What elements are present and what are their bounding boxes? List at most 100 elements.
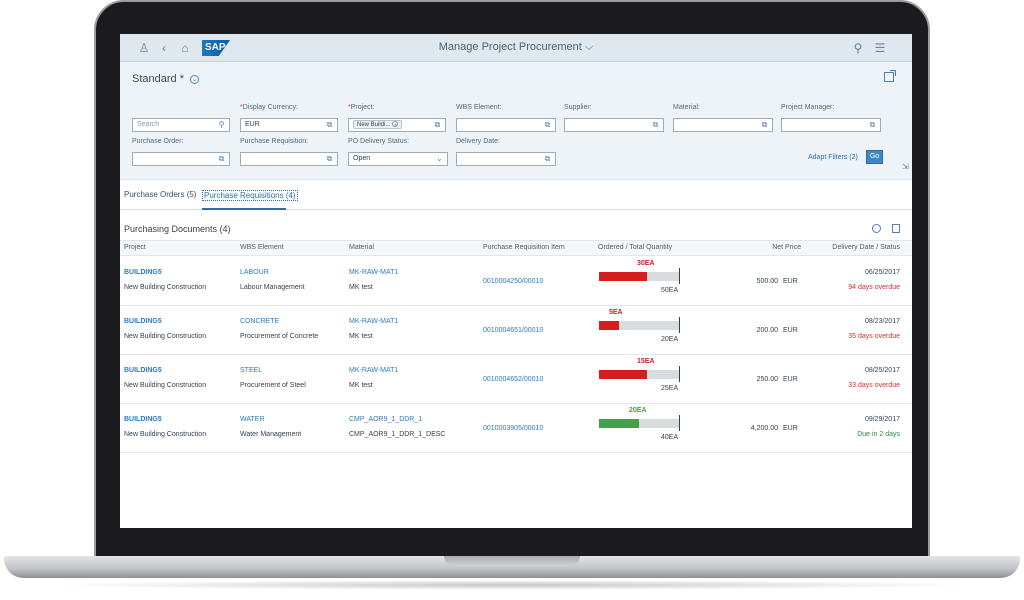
display-currency-field[interactable]: EUR ⧉ (240, 118, 338, 132)
ordered-quantity: 15EA (637, 358, 655, 365)
delivery-date: 08/25/2017 (864, 367, 900, 374)
currency: EUR (783, 327, 798, 334)
po-delivery-status-label: PO Delivery Status: (348, 138, 410, 145)
table-row[interactable]: BUILDING5 New Building Construction WATER W… (120, 404, 912, 453)
value-help-icon[interactable]: ⧉ (544, 154, 551, 163)
app-title[interactable]: Manage Project Procurement ⌵ (438, 41, 594, 53)
wbs-link[interactable]: WATER (240, 416, 265, 423)
remove-token-icon[interactable]: × (392, 121, 399, 127)
quantity-target-tick (679, 268, 680, 284)
home-icon[interactable]: ⌂ (181, 41, 189, 55)
column-wbs-element[interactable]: WBS Element (240, 244, 284, 251)
table-row[interactable]: BUILDING5 New Building Construction STEEL P… (120, 355, 912, 404)
settings-icon[interactable] (872, 224, 881, 233)
search-icon[interactable]: ⚲ (853, 41, 863, 55)
chevron-down-icon[interactable]: ⌄ (436, 154, 443, 163)
pin-icon[interactable]: ⇲ (902, 162, 909, 171)
value-help-icon[interactable]: ⧉ (869, 120, 876, 129)
project-token[interactable]: New Buildi... × (353, 120, 403, 129)
table-row[interactable]: BUILDING5 New Building Construction LABOUR… (120, 257, 912, 306)
value-help-icon[interactable]: ⧉ (652, 120, 659, 129)
currency: EUR (783, 278, 798, 285)
wbs-element-label: WBS Element: (456, 104, 502, 111)
column-project[interactable]: Project (124, 244, 146, 251)
delivery-status: 35 days overdue (848, 333, 900, 340)
variant-selector[interactable]: Standard * ⌄ (132, 73, 200, 85)
supplier-field[interactable]: ⧉ (564, 118, 664, 132)
total-quantity: 25EA (661, 385, 679, 392)
notifications-icon[interactable]: ☰ (874, 41, 886, 55)
filter-bar: Standard * ⌄ Search ⚲ *Display Currency:… (120, 62, 912, 180)
value-help-icon[interactable]: ⧉ (326, 154, 333, 163)
table-row[interactable]: BUILDING5 New Building Construction CONCRE… (120, 306, 912, 355)
project-link[interactable]: BUILDING5 (124, 269, 162, 276)
column-delivery-status[interactable]: Delivery Date / Status (832, 244, 900, 251)
pr-item-link[interactable]: 0010004651/00010 (483, 327, 544, 334)
laptop-notch (444, 556, 580, 566)
column-pr-item[interactable]: Purchase Requisition Item (483, 244, 565, 251)
purchase-order-label: Purchase Order: (132, 138, 184, 145)
tab-purchase-requisitions[interactable]: Purchase Requisitions (4) (202, 190, 298, 201)
selected-tab-indicator (202, 208, 286, 210)
back-icon[interactable]: ‹ (162, 41, 166, 55)
column-quantity[interactable]: Ordered / Total Quantity (598, 244, 673, 251)
pr-item-link[interactable]: 0010003905/00010 (483, 425, 544, 432)
search-input[interactable]: Search ⚲ (132, 118, 230, 132)
quantity-bar-track (599, 272, 679, 281)
wbs-link[interactable]: CONCRETE (240, 318, 280, 325)
quantity-target-tick (679, 415, 680, 431)
table-title: Purchasing Documents (4) (124, 224, 231, 234)
ordered-quantity: 20EA (629, 407, 647, 414)
value-help-icon[interactable]: ⧉ (218, 154, 225, 163)
laptop-base (4, 556, 1020, 578)
pr-item-link[interactable]: 0010004652/00010 (483, 376, 544, 383)
material-link[interactable]: MK-RAW-MAT1 (349, 269, 399, 276)
pr-item-link[interactable]: 0010004250/00010 (483, 278, 544, 285)
material-field[interactable]: ⧉ (673, 118, 773, 132)
export-icon[interactable] (892, 224, 900, 233)
wbs-link[interactable]: LABOUR (240, 269, 269, 276)
column-net-price[interactable]: Net Price (772, 244, 801, 251)
material-label: Material: (673, 104, 700, 111)
project-manager-field[interactable]: ⧉ (781, 118, 881, 132)
delivery-date: 06/25/2017 (864, 269, 900, 276)
project-field[interactable]: New Buildi... × ⧉ (348, 118, 446, 132)
user-icon[interactable]: ♙ (138, 41, 150, 55)
tab-purchase-orders[interactable]: Purchase Orders (5) (124, 190, 197, 199)
project-link[interactable]: BUILDING5 (124, 367, 162, 374)
adapt-filters-link[interactable]: Adapt Filters (2) (808, 154, 858, 161)
wbs-description: Procurement of Steel (240, 382, 306, 389)
tab-bar: Purchase Orders (5) Purchase Requisition… (120, 180, 912, 210)
po-delivery-status-select[interactable]: Open ⌄ (348, 152, 448, 166)
value-help-icon[interactable]: ⧉ (544, 120, 551, 129)
value-help-icon[interactable]: ⧉ (434, 120, 441, 129)
material-link[interactable]: CMP_AOR9_1_DDR_1 (349, 416, 423, 423)
value-help-icon[interactable]: ⧉ (761, 120, 768, 129)
search-icon[interactable]: ⚲ (218, 120, 225, 129)
delivery-date: 08/23/2017 (864, 318, 900, 325)
total-quantity: 50EA (661, 287, 679, 294)
column-material[interactable]: Material (349, 244, 374, 251)
display-currency-label: *Display Currency: (240, 104, 298, 111)
net-price: 250.00 (756, 376, 778, 383)
purchase-order-field[interactable]: ⧉ (132, 152, 230, 166)
wbs-description: Labour Management (240, 284, 305, 291)
purchase-requisition-label: Purchase Requisition: (240, 138, 309, 145)
net-price: 4,200.00 (750, 425, 778, 432)
delivery-date-field[interactable]: ⧉ (456, 152, 556, 166)
material-link[interactable]: MK-RAW-MAT1 (349, 367, 399, 374)
wbs-link[interactable]: STEEL (240, 367, 263, 374)
chevron-down-icon[interactable]: ⌄ (190, 75, 200, 84)
share-icon[interactable] (884, 70, 896, 82)
delivery-date-label: Delivery Date: (456, 138, 500, 145)
project-link[interactable]: BUILDING5 (124, 416, 162, 423)
wbs-element-field[interactable]: ⧉ (456, 118, 556, 132)
delivery-status: 94 days overdue (848, 284, 900, 291)
value-help-icon[interactable]: ⧉ (326, 120, 333, 129)
project-description: New Building Construction (124, 382, 207, 389)
go-button[interactable]: Go (866, 150, 883, 164)
wbs-description: Water Management (240, 431, 302, 438)
material-link[interactable]: MK-RAW-MAT1 (349, 318, 399, 325)
purchase-requisition-field[interactable]: ⧉ (240, 152, 338, 166)
project-link[interactable]: BUILDING5 (124, 318, 162, 325)
